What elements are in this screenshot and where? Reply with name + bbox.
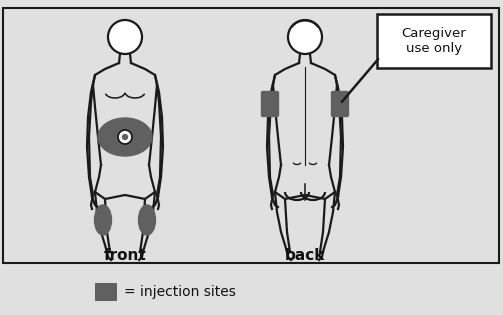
FancyBboxPatch shape bbox=[95, 283, 117, 301]
Circle shape bbox=[108, 20, 142, 54]
FancyBboxPatch shape bbox=[377, 14, 491, 68]
Ellipse shape bbox=[95, 205, 112, 235]
Ellipse shape bbox=[138, 205, 155, 235]
FancyBboxPatch shape bbox=[331, 91, 349, 117]
Circle shape bbox=[123, 135, 127, 140]
Text: front: front bbox=[104, 248, 146, 262]
FancyBboxPatch shape bbox=[3, 8, 499, 263]
Text: = injection sites: = injection sites bbox=[124, 285, 236, 299]
FancyBboxPatch shape bbox=[262, 91, 279, 117]
Circle shape bbox=[288, 20, 322, 54]
Circle shape bbox=[118, 130, 132, 144]
Text: back: back bbox=[285, 248, 325, 262]
Ellipse shape bbox=[98, 118, 152, 156]
Text: Caregiver
use only: Caregiver use only bbox=[401, 27, 466, 55]
